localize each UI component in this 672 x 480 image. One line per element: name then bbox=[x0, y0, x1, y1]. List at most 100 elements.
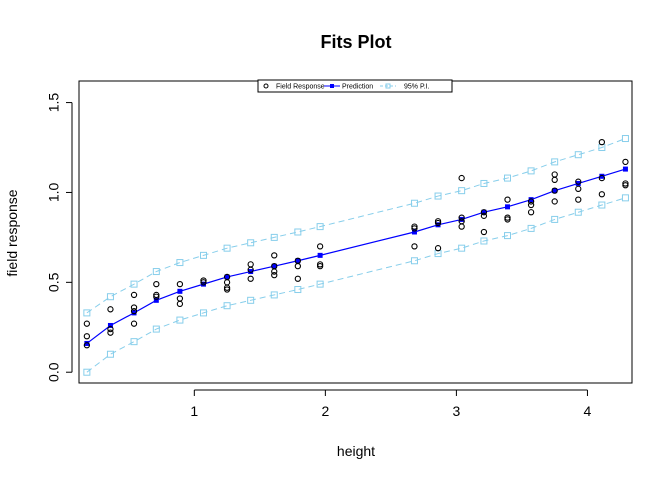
prediction-point bbox=[131, 310, 137, 316]
interval-lower-point bbox=[410, 257, 418, 265]
observed-point bbox=[458, 214, 465, 221]
interval-upper-point bbox=[527, 167, 535, 175]
observed-point bbox=[411, 223, 418, 230]
x-axis: 1 2 3 4 bbox=[190, 389, 592, 419]
observed-point bbox=[130, 307, 138, 315]
observed-point bbox=[598, 191, 606, 198]
interval-lower-point bbox=[527, 224, 535, 232]
observed-point bbox=[480, 228, 488, 236]
interval-upper-point bbox=[130, 280, 138, 288]
observed-point bbox=[504, 196, 511, 203]
observed-point bbox=[575, 185, 582, 193]
observed-point bbox=[223, 279, 231, 286]
plot-area bbox=[83, 135, 629, 376]
interval-upper-line bbox=[86, 138, 626, 314]
prediction-point bbox=[459, 216, 465, 222]
prediction-point bbox=[505, 204, 511, 210]
interval-lower-point bbox=[504, 232, 512, 240]
observed-point bbox=[107, 325, 114, 333]
observed-point bbox=[598, 138, 606, 146]
prediction-point bbox=[248, 269, 254, 275]
interval-lower-point bbox=[316, 280, 324, 288]
legend-marker-field-response bbox=[263, 83, 269, 89]
prediction-point bbox=[575, 180, 581, 186]
prediction-point bbox=[271, 263, 277, 269]
interval-upper-point bbox=[294, 228, 302, 236]
observed-point bbox=[223, 286, 231, 293]
legend-label-field-response: Field Response bbox=[276, 84, 325, 91]
observed-point bbox=[130, 304, 138, 311]
y-tick-label: 1.0 bbox=[46, 183, 62, 203]
chart-title: Fits Plot bbox=[321, 32, 392, 52]
observed-point bbox=[598, 174, 606, 182]
observed-point bbox=[271, 268, 278, 275]
plot-frame bbox=[78, 80, 633, 384]
observed-point bbox=[223, 284, 231, 291]
observed-point bbox=[551, 198, 558, 205]
x-tick-label: 4 bbox=[584, 403, 592, 419]
observed-point bbox=[458, 174, 465, 182]
observed-point bbox=[434, 245, 442, 252]
interval-lower-point bbox=[130, 338, 138, 346]
x-axis-label: height bbox=[337, 443, 375, 459]
observed-point bbox=[622, 182, 629, 189]
y-tick-label: 0.5 bbox=[46, 272, 62, 292]
observed-point bbox=[411, 243, 418, 250]
observed-point bbox=[434, 219, 442, 227]
legend: Field Response Prediction 95% P.I. bbox=[257, 79, 453, 93]
interval-upper-point bbox=[434, 192, 442, 200]
prediction-point bbox=[481, 209, 487, 215]
observed-point bbox=[247, 261, 254, 268]
prediction-point bbox=[435, 222, 441, 228]
observed-point bbox=[271, 271, 278, 279]
interval-upper-point bbox=[410, 199, 418, 207]
observed-point bbox=[480, 212, 488, 219]
interval-upper-point bbox=[223, 244, 231, 252]
interval-upper-point bbox=[106, 293, 114, 301]
interval-lower-point bbox=[176, 316, 184, 324]
interval-lower-point bbox=[223, 302, 231, 310]
legend-box bbox=[257, 79, 453, 93]
y-axis-label: field response bbox=[4, 189, 20, 276]
interval-upper-point bbox=[504, 174, 512, 182]
observed-point bbox=[83, 342, 91, 349]
interval-upper-point bbox=[270, 233, 278, 241]
observed-point bbox=[527, 198, 535, 205]
observed-point bbox=[622, 180, 629, 187]
x-tick-label: 1 bbox=[190, 403, 198, 419]
prediction-line bbox=[86, 168, 626, 344]
observed-point bbox=[153, 293, 160, 300]
prediction-point bbox=[84, 340, 90, 346]
interval-lower-point bbox=[480, 237, 488, 245]
interval-lower-point bbox=[199, 309, 207, 317]
observed-point bbox=[434, 218, 442, 225]
observed-point bbox=[83, 320, 91, 327]
interval-upper-point bbox=[199, 251, 207, 259]
observed-point bbox=[176, 295, 184, 302]
interval-upper-point bbox=[83, 309, 91, 317]
prediction-point bbox=[552, 188, 558, 194]
observed-point bbox=[107, 306, 114, 313]
observed-point bbox=[200, 277, 207, 284]
y-tick-label: 1.5 bbox=[46, 93, 62, 113]
observed-point bbox=[153, 291, 160, 299]
interval-upper-point bbox=[316, 223, 324, 231]
interval-lower-point bbox=[152, 325, 160, 333]
observed-point bbox=[130, 320, 138, 327]
prediction-point bbox=[107, 322, 113, 328]
observed-point bbox=[316, 261, 324, 268]
observed-point bbox=[316, 243, 324, 250]
observed-point bbox=[83, 333, 91, 340]
prediction-point bbox=[622, 166, 628, 172]
observed-point bbox=[575, 178, 582, 185]
observed-point bbox=[271, 252, 278, 259]
observed-point bbox=[504, 216, 511, 223]
interval-upper-point bbox=[551, 158, 559, 166]
observed-point bbox=[107, 329, 114, 336]
legend-label-prediction: Prediction bbox=[342, 84, 373, 91]
observed-point bbox=[480, 209, 488, 216]
prediction-point bbox=[200, 281, 206, 287]
interval-lower-point bbox=[294, 286, 302, 294]
interval-upper-point bbox=[480, 179, 488, 187]
